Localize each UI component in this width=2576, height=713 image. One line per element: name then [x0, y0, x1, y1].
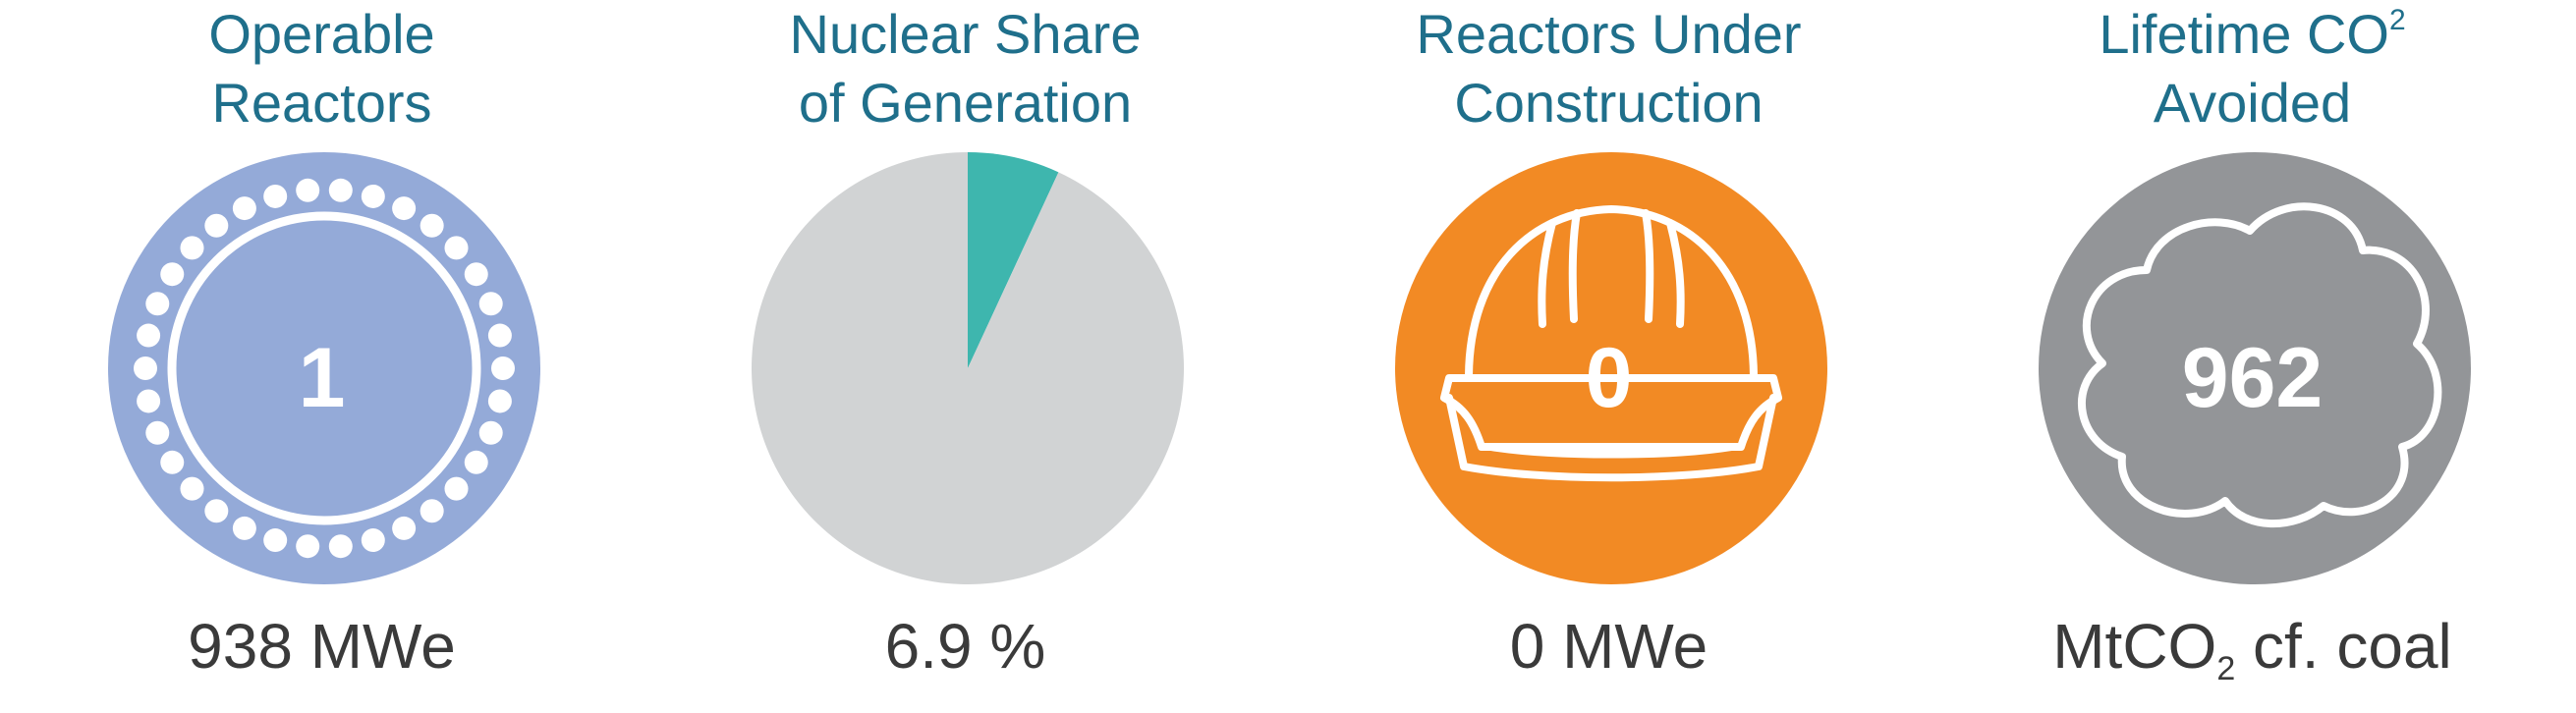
reactor-ring	[167, 211, 481, 525]
nuclear-share-value: 6.9 %	[884, 611, 1046, 682]
reactor-dot	[137, 389, 161, 413]
title-line-1: Lifetime CO2	[2099, 3, 2406, 65]
title-line-1: Reactors Under	[1416, 3, 1802, 65]
title-line-1: Nuclear Share	[789, 3, 1142, 65]
pie-slice-nuclear	[968, 152, 1059, 368]
reactor-dots	[134, 178, 515, 559]
reactor-dot	[392, 516, 417, 540]
reactor-dot	[420, 213, 444, 238]
title-line-2: Construction	[1454, 72, 1764, 134]
title-line-2: of Generation	[798, 72, 1133, 134]
reactor-dot	[328, 534, 353, 559]
reactor-dot	[361, 528, 385, 553]
reactor-dot	[145, 292, 170, 316]
nuclear-share-pie	[752, 152, 1184, 584]
reactor-dot	[361, 184, 385, 208]
construction-title: Reactors Under Construction	[1287, 0, 1931, 137]
reactor-dot	[420, 499, 444, 523]
reactor-dot	[204, 213, 229, 238]
title-line-2: Avoided	[2153, 72, 2352, 134]
operable-reactors-capacity: 938 MWe	[188, 611, 456, 682]
reactor-dot	[145, 420, 170, 445]
construction-panel: Reactors Under Construction 0 0 MWe	[1287, 0, 1931, 713]
operable-reactors-count: 1	[298, 331, 346, 425]
reactor-dot	[444, 476, 469, 501]
reactor-dot	[478, 420, 503, 445]
construction-capacity: 0 MWe	[1509, 611, 1708, 682]
title-line-1: Operable	[208, 3, 435, 65]
nuclear-share-title: Nuclear Share of Generation	[644, 0, 1287, 137]
reactor-dot	[296, 178, 320, 202]
co2-avoided-panel: Lifetime CO2 Avoided 962 MtCO2 cf. coal	[1931, 0, 2574, 713]
pie-slice-other	[752, 152, 1184, 584]
reactor-dot	[137, 323, 161, 348]
operable-reactors-title: Operable Reactors	[0, 0, 644, 137]
reactor-dot	[180, 236, 204, 260]
reactor-dot	[328, 178, 353, 202]
reactor-dot	[478, 292, 503, 316]
reactor-dot	[487, 389, 512, 413]
operable-reactors-panel: Operable Reactors 1 938 MWe	[0, 0, 644, 713]
nuclear-share-panel: Nuclear Share of Generation 6.9 %	[644, 0, 1287, 713]
reactor-dot	[444, 236, 469, 260]
reactor-dot	[296, 534, 320, 559]
reactor-dot	[392, 196, 417, 221]
construction-count: 0	[1585, 331, 1633, 425]
reactor-core-icon	[108, 152, 540, 584]
reactor-dot	[232, 196, 256, 221]
cloud-icon	[2039, 152, 2471, 584]
reactor-dot	[487, 323, 512, 348]
reactor-dot	[134, 356, 157, 380]
reactor-dot	[464, 450, 488, 474]
hard-hat-outline	[1440, 205, 1782, 482]
co2-avoided-unit: MtCO2 cf. coal	[2052, 611, 2452, 687]
title-line-2: Reactors	[211, 72, 432, 134]
reactor-dot	[464, 262, 488, 287]
co2-avoided-value: 962	[2181, 331, 2324, 425]
hard-hat-icon	[1395, 152, 1827, 584]
reactor-dot	[180, 476, 204, 501]
reactor-dot	[160, 450, 185, 474]
reactor-dot	[204, 499, 229, 523]
cloud-outline	[2078, 202, 2442, 528]
reactor-dot	[263, 528, 288, 553]
reactor-dot	[160, 262, 185, 287]
reactor-dot	[232, 516, 256, 540]
reactor-dot	[263, 184, 288, 208]
reactor-dot	[491, 356, 515, 380]
co2-avoided-title: Lifetime CO2 Avoided	[1931, 0, 2574, 137]
